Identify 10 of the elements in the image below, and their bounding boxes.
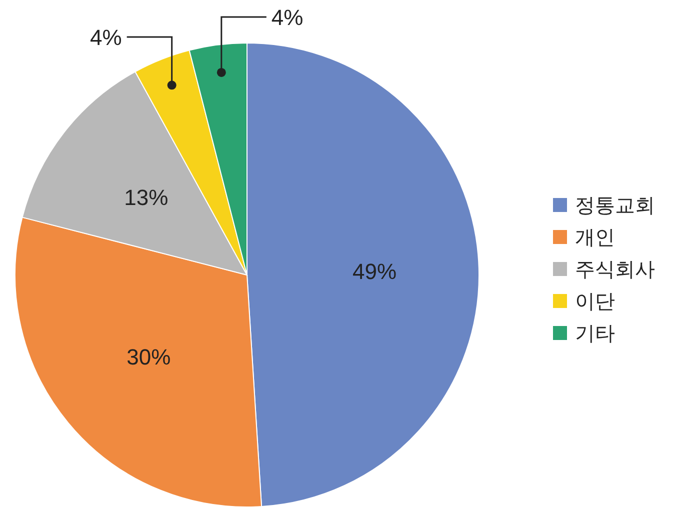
- legend-label: 개인: [575, 227, 615, 249]
- data-label: 4%: [271, 5, 304, 30]
- legend-label: 주식회사: [575, 259, 655, 281]
- data-label: 4%: [90, 25, 122, 50]
- legend-label: 정통교회: [575, 195, 655, 217]
- legend-label: 이단: [575, 291, 615, 313]
- legend-label: 기타: [575, 323, 615, 345]
- data-label: 13%: [124, 184, 168, 210]
- data-label: 30%: [126, 344, 171, 370]
- data-label: 49%: [352, 258, 397, 284]
